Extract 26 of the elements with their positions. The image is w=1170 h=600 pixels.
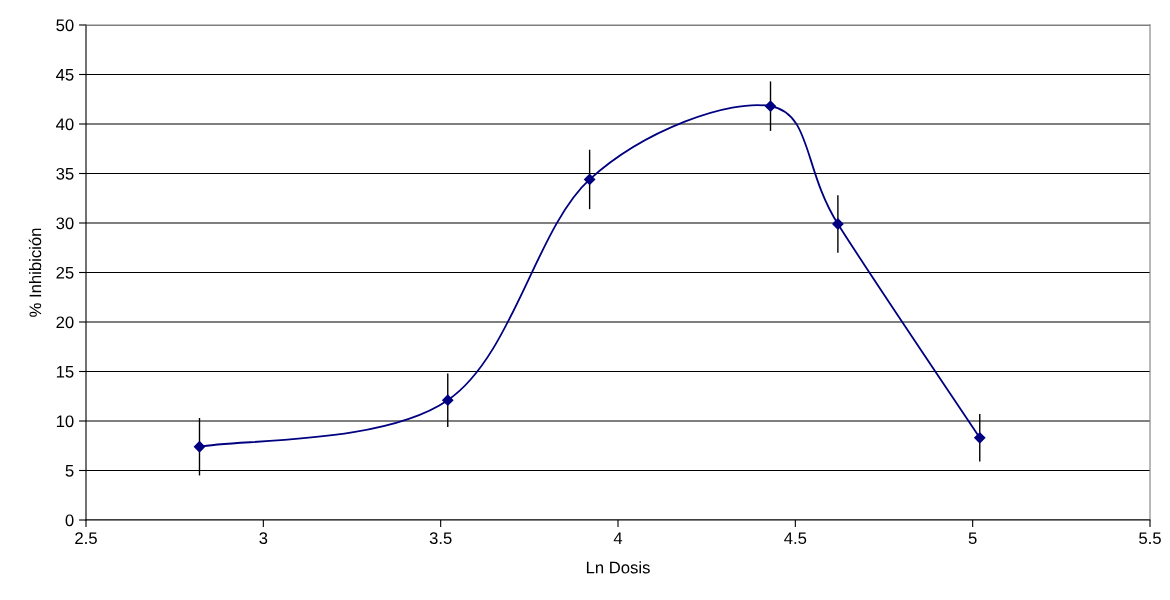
x-tick-label: 5 bbox=[968, 532, 977, 545]
y-tick-label: 40 bbox=[56, 118, 74, 131]
x-tick-label: 4.5 bbox=[784, 532, 807, 545]
y-tick-label: 15 bbox=[56, 366, 74, 378]
y-tick-label: 10 bbox=[56, 415, 74, 428]
point bbox=[584, 173, 596, 186]
x-tick-label: 3 bbox=[259, 532, 268, 545]
x-tick-label: 2.5 bbox=[75, 532, 97, 545]
x-tick-label: 5.5 bbox=[1139, 532, 1161, 545]
point bbox=[832, 218, 844, 230]
y-axis-title: % Inhibición bbox=[28, 228, 42, 317]
point bbox=[193, 441, 206, 453]
y-tick-label: 20 bbox=[56, 316, 74, 329]
y-tick-label: 25 bbox=[56, 266, 74, 279]
x-tick-label: 3.5 bbox=[429, 532, 452, 545]
x-axis-title: Ln Dosis bbox=[586, 561, 650, 574]
point bbox=[442, 394, 454, 406]
point bbox=[764, 100, 777, 112]
y-tick-label: 30 bbox=[56, 217, 74, 230]
y-tick-label: 50 bbox=[56, 19, 74, 32]
point bbox=[974, 432, 986, 444]
x-tick-label: 4 bbox=[613, 532, 623, 544]
y-tick-label: 45 bbox=[56, 69, 74, 81]
y-tick-label: 35 bbox=[56, 167, 74, 180]
y-tick-label: 5 bbox=[65, 465, 74, 477]
y-tick-label: 0 bbox=[65, 514, 74, 527]
